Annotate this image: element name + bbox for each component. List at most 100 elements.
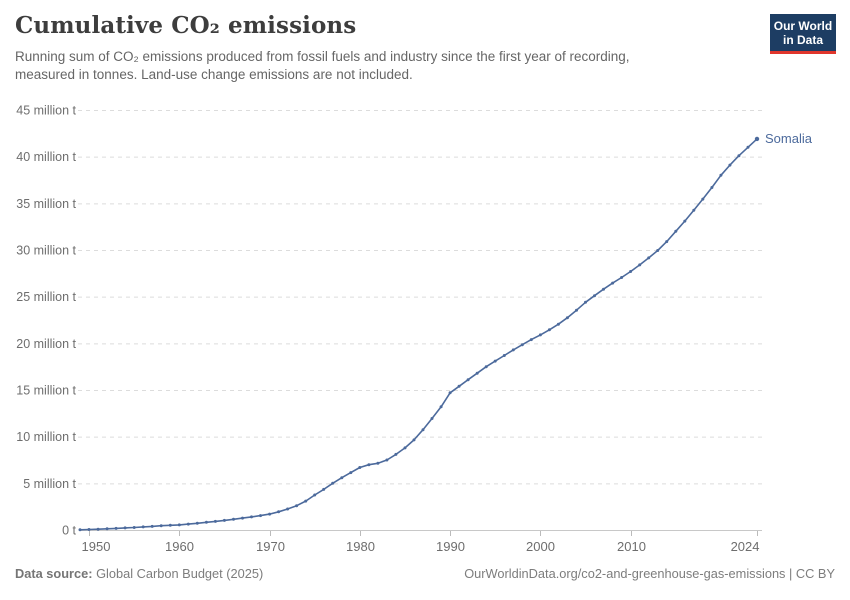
data-point [593, 294, 596, 298]
data-point [746, 145, 750, 149]
x-tick-label: 2010 [617, 539, 646, 554]
x-tick-label: 1960 [165, 539, 194, 554]
data-point [313, 493, 317, 497]
chart-subtitle-line-1: Running sum of CO₂ emissions produced fr… [15, 49, 630, 64]
series-line[interactable] [79, 138, 758, 531]
data-point [502, 354, 506, 357]
data-point [376, 461, 380, 465]
data-point [241, 516, 244, 520]
x-tick-label: 1950 [82, 539, 111, 554]
y-tick-label: 45 million t [16, 104, 76, 118]
data-point [692, 208, 696, 212]
data-point [710, 186, 714, 189]
x-axis-ticks [89, 531, 758, 536]
series-markers [78, 136, 760, 532]
data-point [457, 384, 461, 388]
data-point [141, 525, 145, 529]
owid-logo-line-1: Our World [773, 19, 833, 33]
data-point [349, 471, 353, 475]
data-point [186, 522, 190, 526]
data-point [168, 523, 172, 527]
data-point [331, 481, 335, 485]
y-gridlines [78, 110, 762, 531]
data-point [105, 527, 109, 531]
y-axis-labels: 0 t 5 million t 10 million t 15 million t 20… [16, 104, 76, 538]
data-point [78, 528, 82, 532]
owid-logo: Our World in Data [770, 14, 836, 54]
data-point [475, 371, 479, 375]
data-point [520, 343, 524, 347]
data-point [195, 521, 199, 525]
chart-header: Cumulative CO₂ emissions Running sum of … [15, 12, 750, 84]
data-point [259, 514, 262, 518]
owid-logo-line-2: in Data [782, 33, 823, 47]
data-point [295, 504, 299, 508]
chart-subtitle: Running sum of CO₂ emissions produced fr… [15, 48, 750, 84]
x-tick-label: 1980 [346, 539, 375, 554]
data-point [87, 528, 91, 531]
footer-citation-link[interactable]: OurWorldinData.org/co2-and-greenhouse-ga… [464, 566, 835, 581]
data-point [394, 452, 398, 456]
x-axis-labels: 1950 1960 1970 1980 1990 2000 2010 2024 [82, 539, 760, 554]
data-point [286, 507, 290, 511]
data-point [754, 136, 760, 142]
y-tick-label: 40 million t [16, 150, 76, 164]
data-point [665, 240, 669, 244]
data-point [538, 333, 542, 337]
y-tick-label: 30 million t [16, 244, 76, 258]
data-point [114, 526, 118, 530]
data-point [340, 476, 344, 480]
data-point [683, 219, 687, 223]
data-point [304, 499, 308, 503]
data-point [268, 512, 272, 516]
data-point [213, 519, 217, 523]
data-point [737, 154, 741, 158]
data-point [250, 515, 253, 519]
x-tick-label: 2024 [731, 539, 760, 554]
y-tick-label: 15 million t [16, 384, 76, 398]
data-point [611, 281, 615, 285]
data-point [204, 520, 208, 524]
data-point [511, 348, 515, 352]
data-source-note: Data source: Global Carbon Budget (2025) [15, 566, 263, 582]
x-tick-label: 2000 [526, 539, 555, 554]
y-tick-label: 35 million t [16, 197, 76, 211]
data-point [421, 428, 425, 432]
data-point [150, 524, 154, 528]
data-point [385, 458, 389, 462]
data-point [277, 510, 281, 514]
data-point [96, 527, 100, 531]
data-point [222, 518, 226, 522]
data-point [575, 308, 578, 312]
data-point [367, 463, 371, 467]
y-tick-label: 0 t [62, 524, 76, 538]
data-source-label: Data source: [15, 566, 93, 581]
data-point [602, 287, 605, 291]
data-point [529, 338, 533, 342]
data-point [728, 163, 732, 167]
data-point [177, 523, 181, 527]
data-point [719, 173, 723, 177]
page-title: Cumulative CO₂ emissions [15, 12, 357, 39]
entity-label-somalia[interactable]: Somalia [765, 131, 813, 146]
data-point [547, 328, 551, 332]
y-tick-label: 5 million t [23, 477, 76, 491]
x-tick-label: 1990 [436, 539, 465, 554]
data-point [584, 300, 587, 304]
data-point [565, 316, 569, 320]
y-tick-label: 25 million t [16, 290, 76, 304]
data-point [620, 276, 624, 279]
chart-subtitle-line-2: measured in tonnes. Land-use change emis… [15, 67, 413, 82]
data-point [629, 270, 633, 273]
x-tick-label: 1970 [256, 539, 285, 554]
data-point [132, 526, 136, 529]
data-point [656, 249, 660, 252]
data-point [322, 487, 326, 491]
data-point [484, 365, 488, 369]
data-point [232, 517, 235, 521]
data-point [412, 438, 416, 442]
data-point [638, 263, 642, 267]
chart-footer: Data source: Global Carbon Budget (2025)… [15, 566, 835, 582]
